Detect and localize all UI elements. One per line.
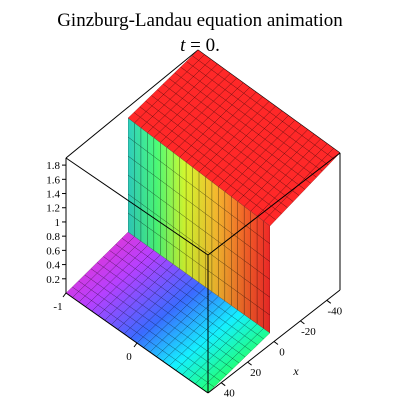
mesh-line (84, 274, 227, 376)
y-axis: -1 0 (53, 292, 138, 363)
y-tick-label: -1 (53, 301, 62, 313)
mesh-line (109, 250, 252, 352)
mesh-line (145, 100, 288, 208)
z-tick-label: 1 (55, 217, 61, 229)
x-tick-label: -40 (327, 305, 342, 317)
surface-floor (66, 232, 270, 393)
x-tick-label: 0 (279, 347, 285, 359)
y-tick (62, 292, 67, 298)
mesh-line (139, 106, 282, 215)
mesh-line (96, 262, 240, 364)
mesh-line (174, 72, 317, 178)
mesh-line (186, 61, 329, 166)
z-tick-label: 1.4 (46, 189, 60, 201)
z-tick-label: 0.8 (46, 231, 60, 243)
z-tick-label: 0.2 (46, 274, 60, 286)
x-tick-label: 40 (224, 388, 236, 400)
z-axis: 0.2 0.4 0.6 0.8 1 1.2 1.4 1.6 1.8 (46, 160, 66, 286)
mesh-line (128, 212, 270, 316)
mesh-line (151, 95, 294, 202)
mesh-line (180, 66, 323, 172)
mesh-line (168, 78, 311, 184)
mesh-line (78, 280, 221, 382)
z-tick-label: 0.6 (46, 245, 60, 257)
x-tick (220, 382, 226, 387)
x-tick (300, 320, 305, 325)
mesh-line (128, 174, 270, 280)
x-axis-label: x (292, 364, 299, 378)
surface-step-wall (128, 118, 270, 333)
y-tick (133, 342, 138, 348)
z-tick-label: 1.8 (46, 160, 60, 172)
mesh-line (128, 193, 270, 298)
mesh-line (128, 231, 270, 333)
chart-title: Ginzburg-Landau equation animation (57, 10, 343, 31)
x-tick-label: -20 (301, 326, 316, 338)
y-tick-label: 0 (126, 351, 132, 363)
mesh-line (103, 256, 246, 358)
mesh-line (121, 237, 264, 340)
mesh-line (133, 112, 276, 221)
z-tick-label: 1.2 (46, 203, 60, 215)
mesh-line (115, 243, 258, 346)
chart-subtitle: t = 0. (180, 35, 220, 56)
x-axis: -40 -20 0 20 40 (220, 299, 343, 400)
mesh-line (90, 268, 233, 370)
mesh-line (72, 286, 215, 388)
z-tick-label: 1.6 (46, 174, 60, 186)
mesh-line (128, 136, 270, 245)
mesh-line (162, 83, 306, 190)
x-tick (326, 299, 332, 304)
mesh-line (128, 155, 270, 262)
z-tick-label: 0.4 (46, 260, 60, 272)
mesh-line (192, 55, 335, 160)
x-tick (273, 341, 279, 345)
x-tick-label: 20 (250, 367, 262, 379)
x-tick (247, 361, 252, 366)
mesh-line (157, 89, 300, 196)
